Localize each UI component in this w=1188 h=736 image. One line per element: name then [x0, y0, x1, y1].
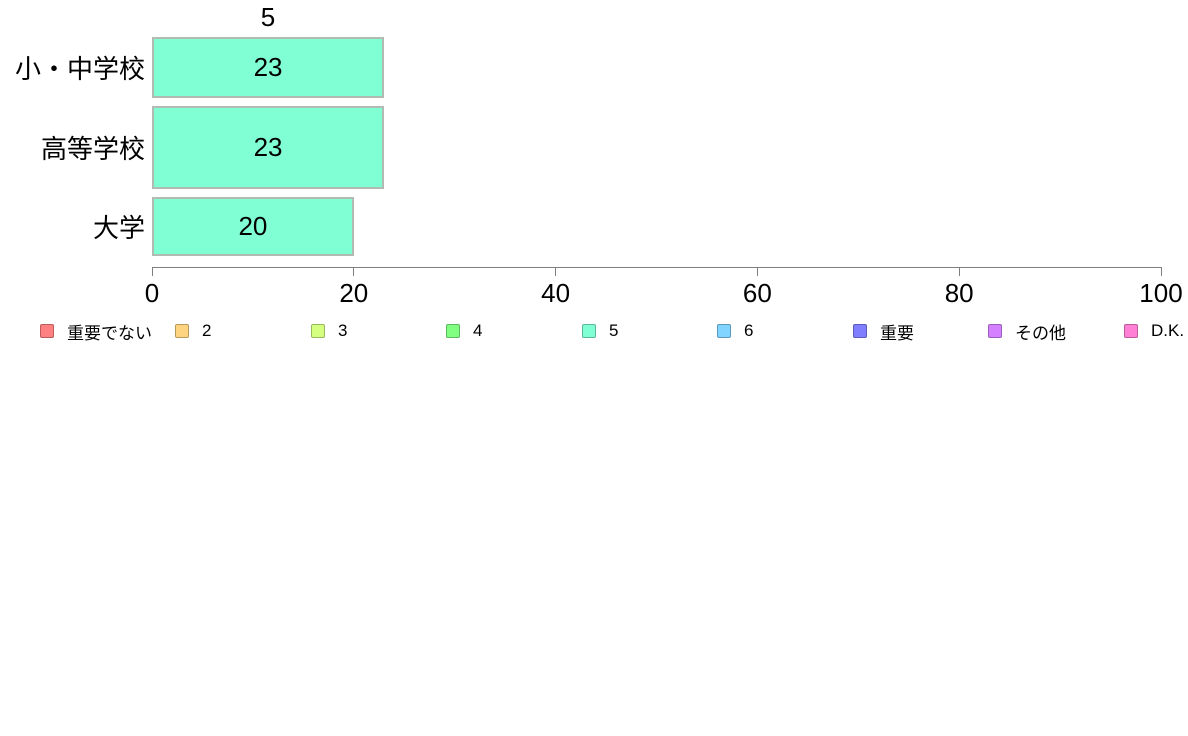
legend-swatch [582, 324, 596, 338]
legend-item-6[interactable]: 6 [717, 320, 753, 342]
legend-item-5[interactable]: 5 [582, 320, 618, 342]
tick-label: 40 [541, 278, 571, 308]
tick-label: 100 [1139, 278, 1183, 308]
legend-label: 重要でない [67, 323, 152, 343]
tick-mark [353, 267, 355, 276]
bar-value-label: 20 [238, 211, 268, 241]
legend-item-3[interactable]: 3 [311, 320, 347, 342]
legend-label: 2 [202, 321, 212, 340]
bar-row: 大学 20 [0, 197, 1188, 256]
legend-item-important[interactable]: 重要 [853, 320, 914, 343]
legend-label: 5 [609, 321, 619, 340]
tick-mark [151, 267, 153, 276]
legend-swatch [717, 324, 731, 338]
tick-label: 20 [339, 278, 369, 308]
legend-label: 4 [473, 321, 483, 340]
legend-swatch [446, 324, 460, 338]
category-label: 高等学校 [40, 134, 145, 164]
bar-value-label: 23 [253, 52, 283, 82]
tick-label: 0 [144, 278, 160, 308]
legend-label: 重要 [880, 323, 914, 343]
category-label: 大学 [92, 213, 145, 243]
legend-label: 3 [338, 321, 348, 340]
legend-item-4[interactable]: 4 [446, 320, 482, 342]
legend-swatch [175, 324, 189, 338]
legend-label: 6 [744, 321, 754, 340]
legend-swatch [311, 324, 325, 338]
tick-mark [958, 267, 960, 276]
bar-row: 高等学校 23 [0, 106, 1188, 189]
x-axis-line [152, 267, 1162, 268]
legend-item-not-important[interactable]: 重要でない [40, 320, 152, 343]
legend-label: D.K. [1151, 321, 1185, 340]
tick-mark [1160, 267, 1162, 276]
bar: 23 [152, 106, 385, 189]
legend-item-2[interactable]: 2 [175, 320, 211, 342]
tick-label: 80 [944, 278, 974, 308]
legend-swatch [40, 324, 54, 338]
chart-title: 5 [260, 2, 276, 32]
legend-label: その他 [1015, 323, 1066, 343]
bar: 20 [152, 197, 354, 256]
bar-row: 小・中学校 23 [0, 37, 1188, 98]
category-label: 小・中学校 [14, 54, 145, 84]
legend-swatch [988, 324, 1002, 338]
legend-swatch [1124, 324, 1138, 338]
legend-item-dk[interactable]: D.K. [1124, 320, 1184, 342]
bar-value-label: 23 [253, 132, 283, 162]
tick-mark [555, 267, 557, 276]
tick-label: 60 [742, 278, 772, 308]
tick-mark [756, 267, 758, 276]
legend-swatch [853, 324, 867, 338]
bar: 23 [152, 37, 385, 98]
legend-item-other[interactable]: その他 [988, 320, 1066, 343]
